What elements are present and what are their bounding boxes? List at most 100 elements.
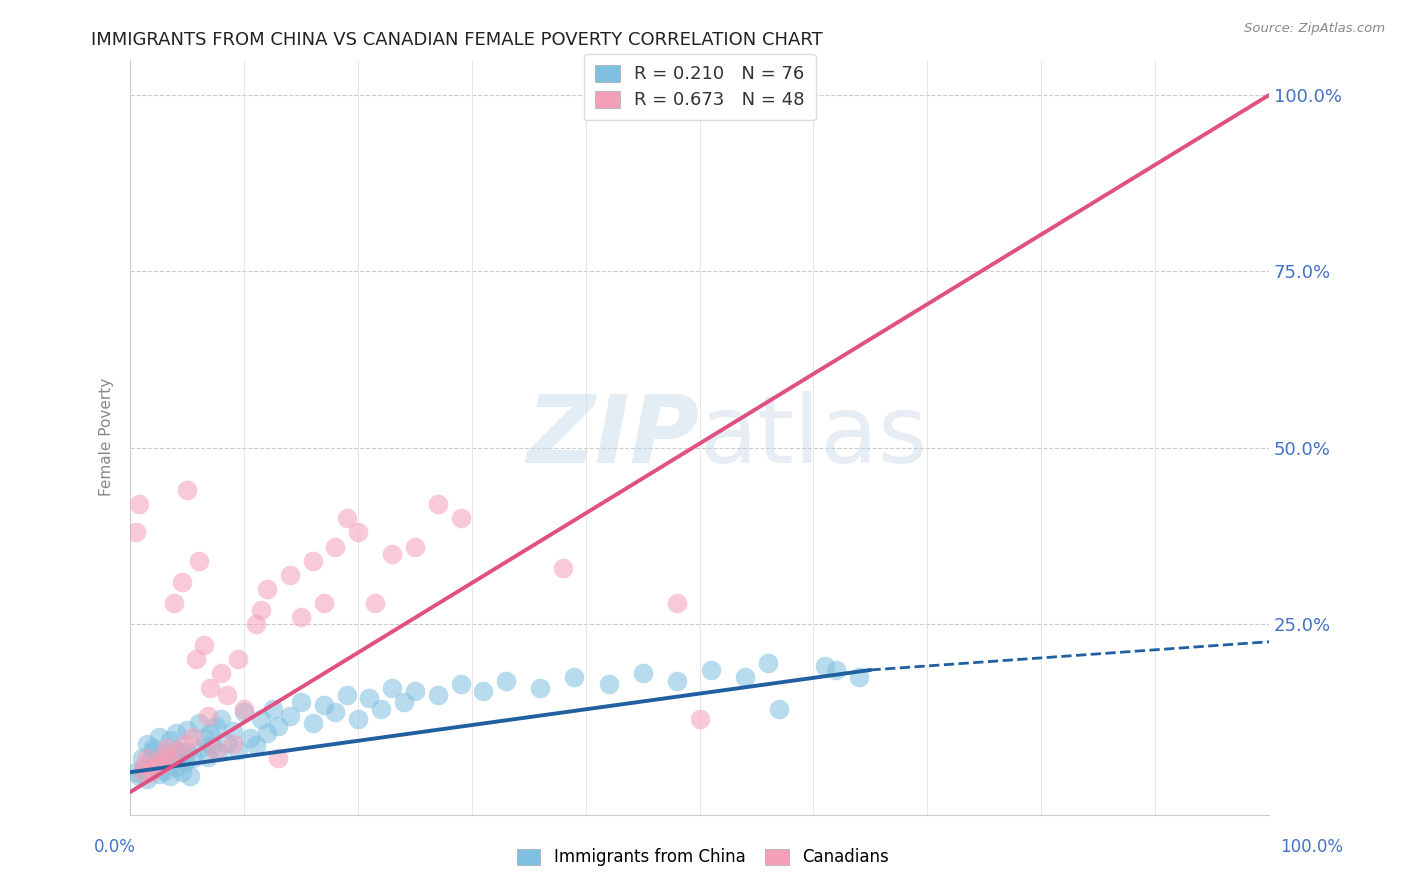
Point: [156, 740, 179, 755]
Point: [204, 719, 226, 733]
Point: [278, 567, 301, 582]
Point: [132, 758, 155, 772]
Point: [814, 659, 837, 673]
Point: [153, 747, 176, 762]
Point: [197, 708, 219, 723]
Point: [209, 666, 232, 681]
Point: [222, 724, 245, 739]
Point: [159, 751, 181, 765]
Point: [250, 712, 273, 726]
Point: [323, 540, 346, 554]
Point: [290, 610, 312, 624]
Point: [848, 670, 870, 684]
Point: [131, 765, 153, 780]
Point: [176, 723, 198, 737]
Point: [170, 765, 193, 780]
Point: [217, 736, 239, 750]
Point: [136, 737, 159, 751]
Point: [128, 497, 150, 511]
Point: [825, 663, 848, 677]
Point: [239, 731, 262, 746]
Point: [162, 742, 184, 756]
Point: [312, 596, 335, 610]
Point: [128, 769, 150, 783]
Point: [176, 483, 198, 497]
Point: [162, 596, 184, 610]
Point: [197, 749, 219, 764]
Point: [174, 755, 197, 769]
Point: [404, 540, 426, 554]
Point: [700, 663, 723, 677]
Point: [167, 744, 190, 758]
Point: [598, 677, 620, 691]
Point: [256, 582, 278, 596]
Point: [150, 758, 173, 772]
Point: [370, 702, 392, 716]
Point: [209, 712, 232, 726]
Point: [336, 511, 359, 525]
Point: [336, 688, 359, 702]
Point: [165, 726, 187, 740]
Point: [148, 766, 170, 780]
Point: [551, 560, 574, 574]
Point: [631, 666, 654, 681]
Point: [301, 715, 323, 730]
Point: [359, 691, 381, 706]
Point: [233, 706, 256, 720]
Point: [159, 769, 181, 783]
Legend: Immigrants from China, Canadians: Immigrants from China, Canadians: [510, 842, 896, 873]
Point: [153, 747, 176, 762]
Point: [159, 733, 181, 747]
Point: [250, 603, 273, 617]
Point: [256, 726, 278, 740]
Text: IMMIGRANTS FROM CHINA VS CANADIAN FEMALE POVERTY CORRELATION CHART: IMMIGRANTS FROM CHINA VS CANADIAN FEMALE…: [91, 31, 823, 49]
Point: [165, 759, 187, 773]
Point: [136, 772, 159, 787]
Point: [217, 688, 239, 702]
Point: [495, 673, 517, 688]
Point: [181, 751, 204, 765]
Point: [262, 702, 284, 716]
Point: [267, 751, 290, 765]
Point: [689, 712, 711, 726]
Point: [245, 617, 267, 632]
Point: [426, 688, 449, 702]
Point: [187, 554, 209, 568]
Point: [450, 511, 472, 525]
Text: atlas: atlas: [700, 392, 928, 483]
Point: [125, 765, 148, 780]
Point: [136, 751, 159, 765]
Point: [381, 547, 404, 561]
Point: [426, 497, 449, 511]
Point: [201, 739, 224, 753]
Point: [756, 656, 779, 670]
Point: [198, 681, 221, 695]
Point: [193, 638, 215, 652]
Point: [267, 719, 290, 733]
Point: [132, 762, 155, 776]
Point: [245, 739, 267, 753]
Point: [148, 755, 170, 769]
Text: 0.0%: 0.0%: [94, 838, 136, 855]
Point: [228, 742, 250, 756]
Point: [364, 596, 387, 610]
Point: [176, 746, 198, 760]
Point: [222, 737, 245, 751]
Point: [142, 740, 165, 755]
Point: [381, 681, 404, 695]
Point: [156, 753, 179, 767]
Point: [734, 670, 756, 684]
Point: [404, 684, 426, 698]
Point: [665, 596, 688, 610]
Point: [145, 758, 167, 772]
Text: 100.0%: 100.0%: [1279, 838, 1343, 855]
Point: [450, 677, 472, 691]
Point: [179, 769, 201, 783]
Point: [347, 712, 370, 726]
Point: [186, 652, 208, 666]
Point: [190, 740, 212, 755]
Point: [347, 525, 370, 540]
Point: [198, 726, 221, 740]
Text: Source: ZipAtlas.com: Source: ZipAtlas.com: [1244, 22, 1385, 36]
Point: [301, 554, 323, 568]
